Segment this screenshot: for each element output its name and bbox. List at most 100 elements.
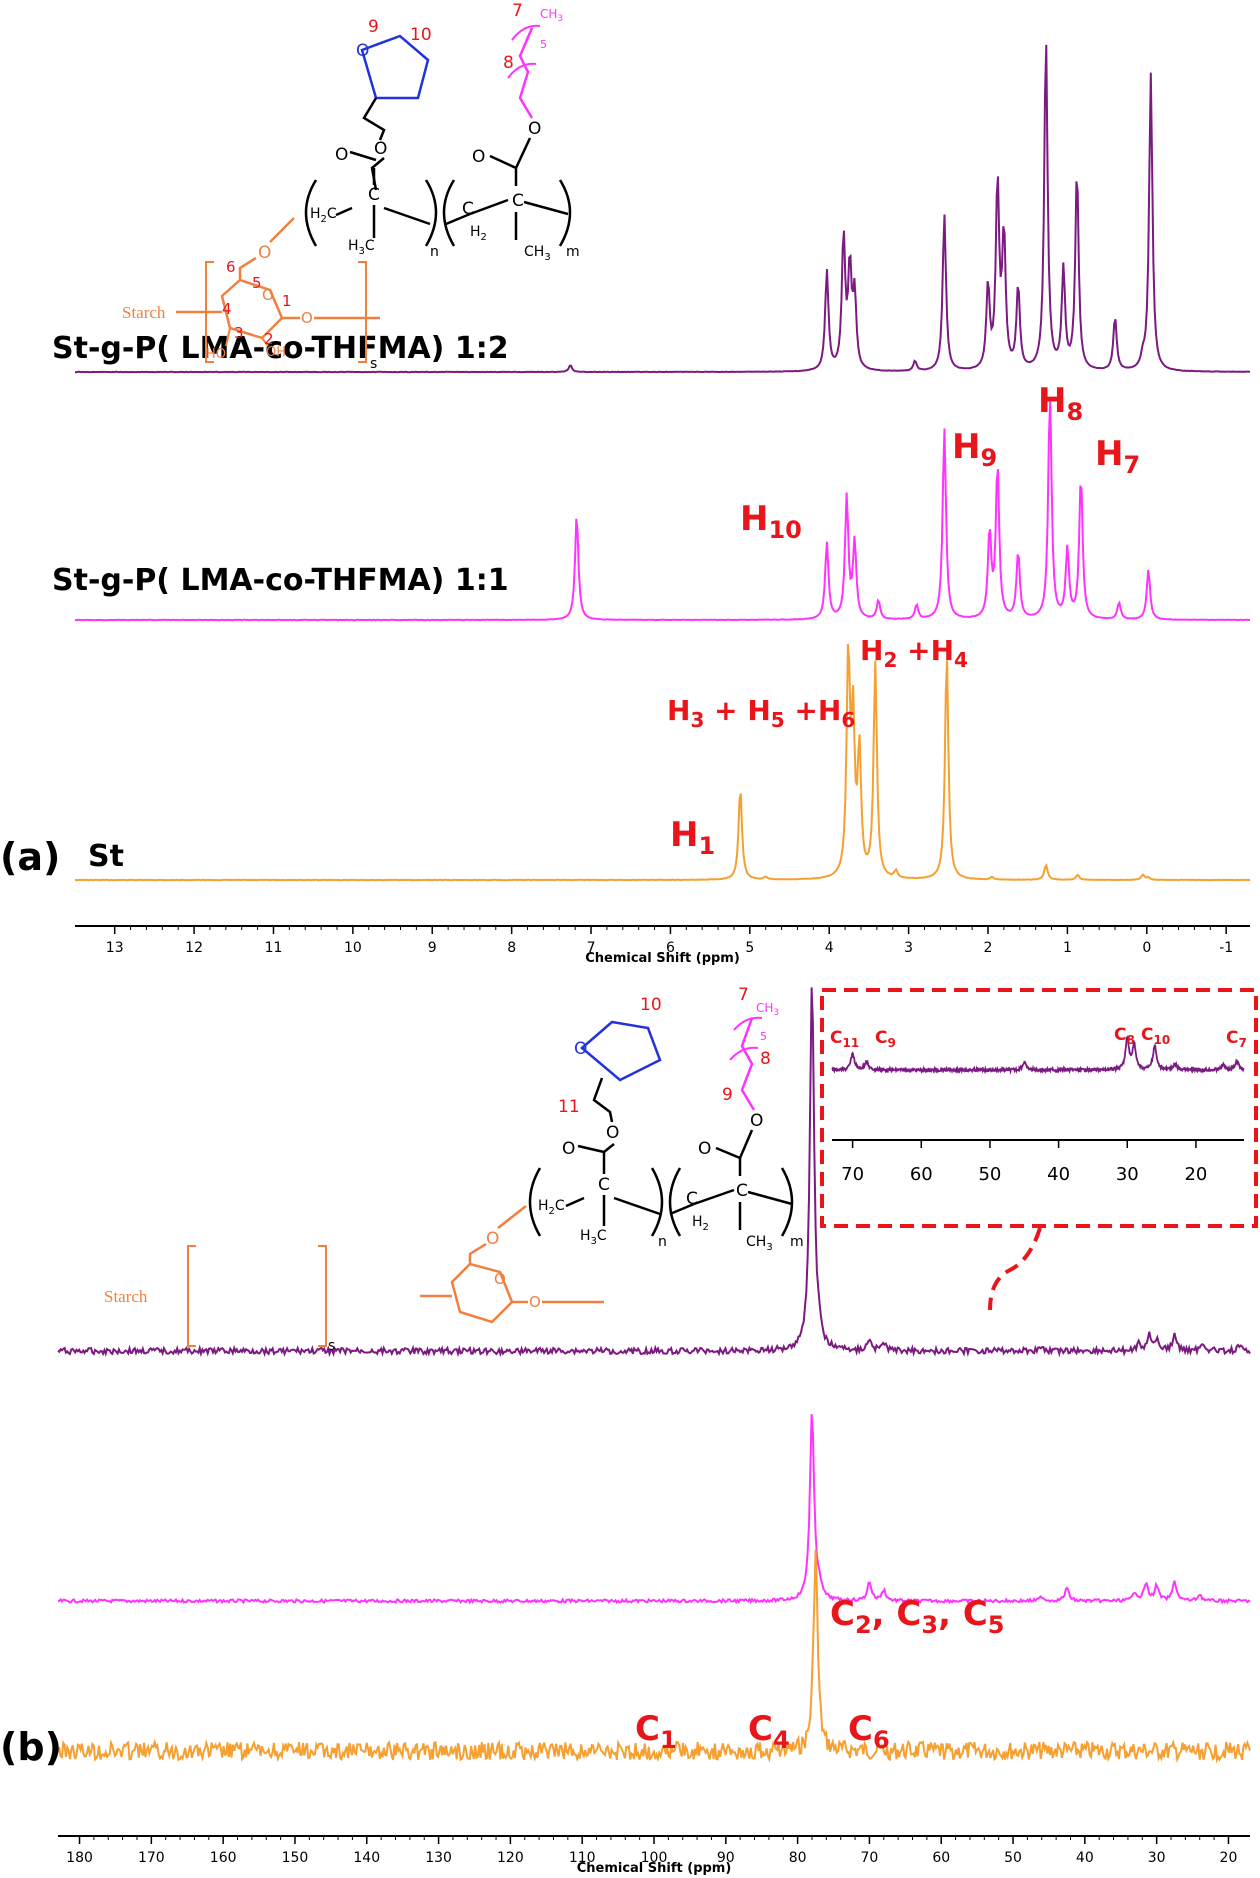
c3-oh-bond <box>225 327 231 347</box>
h3c-b1: H3C <box>580 1228 607 1247</box>
alkyl-chain <box>518 27 534 119</box>
subscript-n-b: n <box>658 1234 667 1250</box>
h-nmr-trace-1 <box>74 44 1251 374</box>
thf-ring-b <box>580 1020 662 1082</box>
ester-oxygen-2: O <box>528 119 541 139</box>
backbone-bond-b3 <box>669 1202 695 1216</box>
panel-label-a: (a) <box>0 835 60 879</box>
bracket-m-right <box>558 179 572 247</box>
inset-tick-label: 30 <box>1116 1164 1139 1185</box>
h-nmr-axis-label: Chemical Shift (ppm) <box>585 951 740 966</box>
backbone-bond-6 <box>523 200 569 216</box>
annotation-h2-h4: H2 +H4 <box>860 634 968 672</box>
quaternary-carbon-1: C <box>368 185 380 205</box>
starch-linker-b <box>497 1205 527 1229</box>
c-nmr-tick-label: 40 <box>1076 1850 1094 1866</box>
ch3-b1: CH3 <box>746 1234 773 1253</box>
c2-oh-bond <box>261 337 269 347</box>
h-nmr-tick-label: 9 <box>428 940 437 956</box>
c6-bond-b <box>468 1242 487 1264</box>
annotation-c1: C1 <box>635 1709 677 1754</box>
annotation-h9: H9 <box>952 427 997 472</box>
series-label-st-g-11: St-g-P( LMA-co-THFMA) 1:1 <box>52 563 509 598</box>
c-nmr-tick-label: 90 <box>717 1850 735 1866</box>
inset-zoom: 70 60 50 40 30 20 C11 C9 C8 C10 C7 <box>820 988 1258 1311</box>
starch-label-b: Starch <box>104 1287 148 1306</box>
inset-tick-label: 50 <box>978 1164 1001 1185</box>
alkyl-bracket-1 <box>507 62 537 79</box>
annotation-h1: H1 <box>670 815 715 860</box>
carbonyl-oxygen-b2: O <box>698 1139 711 1159</box>
ch3-alkyl: CH3 <box>540 7 563 24</box>
glucose-number-2: 2 <box>264 330 274 348</box>
glucose-number-3: 3 <box>234 324 244 342</box>
starch-label: Starch <box>122 303 166 322</box>
backbone-bond-3 <box>383 206 431 226</box>
starch-bracket-right <box>358 261 367 363</box>
chain-number-7: 7 <box>512 1 523 21</box>
h-nmr-tick-label: 6 <box>666 940 675 956</box>
glycosidic-oxygen-b: O <box>529 1293 541 1311</box>
carbonyl-1 <box>349 150 377 162</box>
subscript-n: n <box>430 244 439 260</box>
backbone-bond-5 <box>469 198 509 216</box>
backbone-bond-2 <box>335 206 353 217</box>
chain-number-8-b: 8 <box>760 1049 771 1069</box>
c-nmr-tick-label: 110 <box>569 1850 596 1866</box>
h-nmr-tick-label: 4 <box>825 940 834 956</box>
panel-label-b: (b) <box>0 1725 62 1769</box>
c-nmr-trace-3 <box>57 1549 1251 1764</box>
annotation-c4: C4 <box>748 1709 790 1754</box>
chain-number-8: 8 <box>503 53 514 73</box>
oh-label: OH <box>266 345 286 360</box>
c-nmr-tick-label: 160 <box>210 1850 237 1866</box>
h-nmr-tick-label: 12 <box>185 940 203 956</box>
ester-oxygen-b2: O <box>750 1111 763 1131</box>
ho-label: HO <box>206 347 226 362</box>
methylene-carbon-b: C <box>686 1189 698 1209</box>
ester-bond-b1 <box>602 1143 615 1174</box>
ring-number-10: 10 <box>410 25 432 45</box>
inset-x-axis: 70 60 50 40 30 20 <box>832 1139 1244 1185</box>
chemical-structure-b: O 10 11 O O C H3C H2C n m H2 C C CH3 O O <box>104 985 804 1354</box>
backbone-bond-b5 <box>747 1190 793 1206</box>
c6-bond <box>238 256 257 280</box>
glucose-number-4: 4 <box>222 300 232 318</box>
c-nmr-trace-1 <box>57 987 1251 1358</box>
quaternary-carbon-b1: C <box>598 1175 610 1195</box>
backbone-bond-b2 <box>613 1196 661 1216</box>
inset-label-c7: C7 <box>1226 1028 1247 1050</box>
series-label-st: St <box>88 839 124 874</box>
c-nmr-tick-label: 70 <box>861 1850 879 1866</box>
inset-label-c8: C8 <box>1114 1025 1135 1047</box>
c-nmr-tick-label: 100 <box>641 1850 668 1866</box>
annotation-c6: C6 <box>848 1709 890 1754</box>
starch-oxygen-b: O <box>486 1229 499 1249</box>
inset-spectrum <box>831 1035 1245 1075</box>
annotation-c2-c3-c5: C2, C3, C5 <box>830 1594 1005 1639</box>
starch-bracket-left-b <box>187 1245 196 1347</box>
carbonyl-oxygen-1: O <box>335 145 348 165</box>
starch-bracket-right-b <box>318 1245 327 1347</box>
glycosidic-oxygen: O <box>301 309 313 327</box>
bracket-n-right <box>424 179 438 247</box>
thf-linker <box>362 97 386 141</box>
series-label-st-g-12: St-g-P( LMA-co-THFMA) 1:2 <box>52 331 509 366</box>
h2c-b1: H2C <box>538 1198 565 1217</box>
c-nmr-axis-label: Chemical Shift (ppm) <box>577 1861 732 1876</box>
methylene-carbon: C <box>462 199 474 219</box>
inset-label-c9: C9 <box>875 1028 896 1050</box>
thf-linker-b <box>592 1077 614 1123</box>
chemical-structure-a: O 9 10 O O C H3C H2C n m H2 C C CH3 O O <box>122 1 580 372</box>
h-nmr-tick-label: 7 <box>587 940 596 956</box>
bracket-b-n-left <box>528 1167 542 1237</box>
h-nmr-spectra <box>74 44 1251 882</box>
annotation-h7: H7 <box>1095 434 1140 479</box>
backbone-bond-4 <box>445 212 471 226</box>
ch3-1: CH3 <box>524 244 551 263</box>
glucose-number-6: 6 <box>226 258 236 276</box>
starch-bracket-left <box>205 261 214 363</box>
h-nmr-tick-label: 11 <box>265 940 283 956</box>
